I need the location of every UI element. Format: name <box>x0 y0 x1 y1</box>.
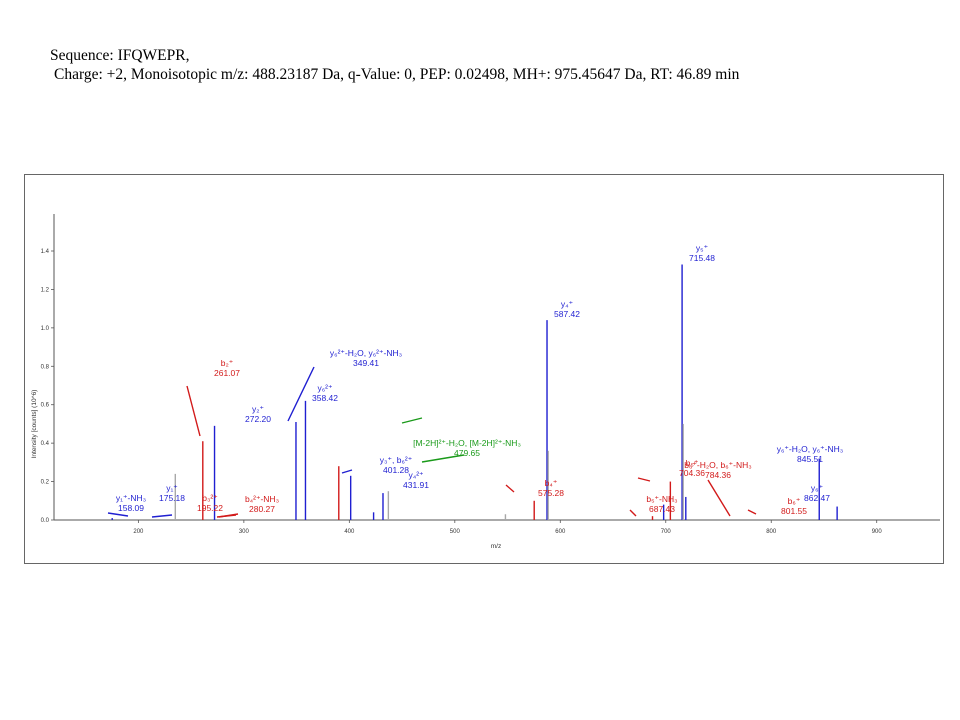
peak-label-ion: b₃²⁺ <box>202 493 218 503</box>
chart-frame <box>24 174 944 564</box>
sequence-line: Sequence: IFQWEPR, <box>50 47 190 64</box>
peak-label-mz: 431.91 <box>403 480 429 490</box>
peak-label-ion: y₆⁺-H₂O, y₆⁺-NH₃ <box>777 444 844 454</box>
annotation-leader-line <box>401 417 423 424</box>
peak-label-ion: b₄²⁺-NH₃ <box>245 494 279 504</box>
peak-label-mz: 195.22 <box>197 503 223 513</box>
annotation-leader-line <box>707 479 731 517</box>
peak-label-ion: y₂⁺ <box>252 404 264 414</box>
y-tick-label: 0.8 <box>41 364 50 370</box>
x-tick-label: 200 <box>133 529 144 535</box>
peak-label-mz: 401.28 <box>383 465 409 475</box>
mass-spectrum-chart: 200 300 400 500 600 700 800 900 0.0 0.2 0.4 0.6 0.8 1… <box>24 174 944 564</box>
chart-axes: 200 300 400 500 600 700 800 900 0.0 0.2 0.4 0.6 0.8 1… <box>41 214 940 535</box>
annotation-leader-line <box>151 514 173 518</box>
peak-label-ion: y₆⁺ <box>811 483 823 493</box>
x-tick-label: 500 <box>450 529 461 535</box>
y-tick-label: 0.6 <box>41 403 50 409</box>
peak-label-mz: 158.09 <box>118 503 144 513</box>
peak-label-mz: 784.36 <box>705 470 731 480</box>
x-tick-label: 700 <box>661 529 672 535</box>
annotation-leader-line <box>747 509 757 515</box>
peak-label-mz: 261.07 <box>214 368 240 378</box>
x-tick-label: 600 <box>555 529 566 535</box>
annotation-leaders <box>107 366 757 518</box>
annotation-leader-line <box>218 513 239 518</box>
peak-label-mz: 687.43 <box>649 504 675 514</box>
peak-label-ion: b₅⁺-NH₃ <box>646 494 677 504</box>
peak-label-ion: b₄⁺ <box>545 478 558 488</box>
peak-label-mz: 845.51 <box>797 454 823 464</box>
peak-label-mz: 715.48 <box>689 253 715 263</box>
peak-label-mz: 862.47 <box>804 493 830 503</box>
peak-label-ion: b₅⁺ <box>686 458 699 468</box>
x-axis-label: m/z <box>491 543 501 550</box>
peak-label-ion: y₃⁺, b₆²⁺ <box>380 455 412 465</box>
peak-label-ion: y₁⁺-NH₃ <box>116 493 146 503</box>
annotation-leader-line <box>505 484 515 493</box>
psm-details-line: Charge: +2, Monoisotopic m/z: 488.23187 … <box>54 66 740 83</box>
peak-label-mz: 587.42 <box>554 309 580 319</box>
peak-label-ion: y₆²⁺-H₂O, y₆²⁺-NH₃ <box>330 348 402 358</box>
y-tick-label: 1.2 <box>41 287 50 293</box>
peak-label-ion: y₅⁺ <box>696 243 708 253</box>
annotation-leader-line <box>186 385 201 437</box>
peak-label-ion: b₂⁺ <box>221 358 234 368</box>
peak-label-mz: 175.18 <box>159 493 185 503</box>
annotation-leader-line <box>107 512 129 517</box>
y-tick-label: 1.4 <box>41 249 50 255</box>
y-tick-label: 0.0 <box>41 518 50 524</box>
y-axis-label: Intensity [counts] (10^6) <box>31 390 38 459</box>
x-tick-label: 800 <box>766 529 777 535</box>
peak-label-mz: 479.65 <box>454 448 480 458</box>
peak-label-mz: 358.42 <box>312 393 338 403</box>
peak-label-mz: 272.20 <box>245 414 271 424</box>
peak-bars <box>111 264 838 520</box>
peak-label-ion: y₆²⁺ <box>318 383 333 393</box>
peak-label-ion: y₄²⁺ <box>408 470 423 480</box>
spectrum-header: Sequence: IFQWEPR, Charge: +2, Monoisoto… <box>50 46 739 84</box>
peak-label-mz: 349.41 <box>353 358 379 368</box>
y-tick-label: 0.2 <box>41 480 50 486</box>
annotation-leader-line <box>287 366 315 422</box>
peak-label-mz: 801.55 <box>781 506 807 516</box>
peak-label-ion: [M-2H]²⁺-H₂O, [M-2H]²⁺-NH₃ <box>413 438 521 448</box>
x-tick-label: 900 <box>872 529 883 535</box>
peak-label-ion: y₄⁺ <box>561 299 573 309</box>
peak-label-mz: 575.28 <box>538 488 564 498</box>
annotation-leader-line <box>637 477 651 482</box>
x-tick-label: 400 <box>344 529 355 535</box>
y-tick-label: 1.0 <box>41 326 50 332</box>
peak-label-ion: b₆⁺ <box>788 496 801 506</box>
x-tick-label: 300 <box>239 529 250 535</box>
annotation-leader-line <box>421 454 465 463</box>
annotation-leader-line <box>341 469 353 474</box>
peak-label-ion: b₆⁺-H₂O, b₆⁺-NH₃ <box>684 460 751 470</box>
peak-label-ion: y₁⁺ <box>166 483 178 493</box>
peak-label-mz: 704.36 <box>679 468 705 478</box>
y-tick-label: 0.4 <box>41 441 50 447</box>
annotation-leader-line <box>629 509 637 517</box>
peak-label-mz: 280.27 <box>249 504 275 514</box>
